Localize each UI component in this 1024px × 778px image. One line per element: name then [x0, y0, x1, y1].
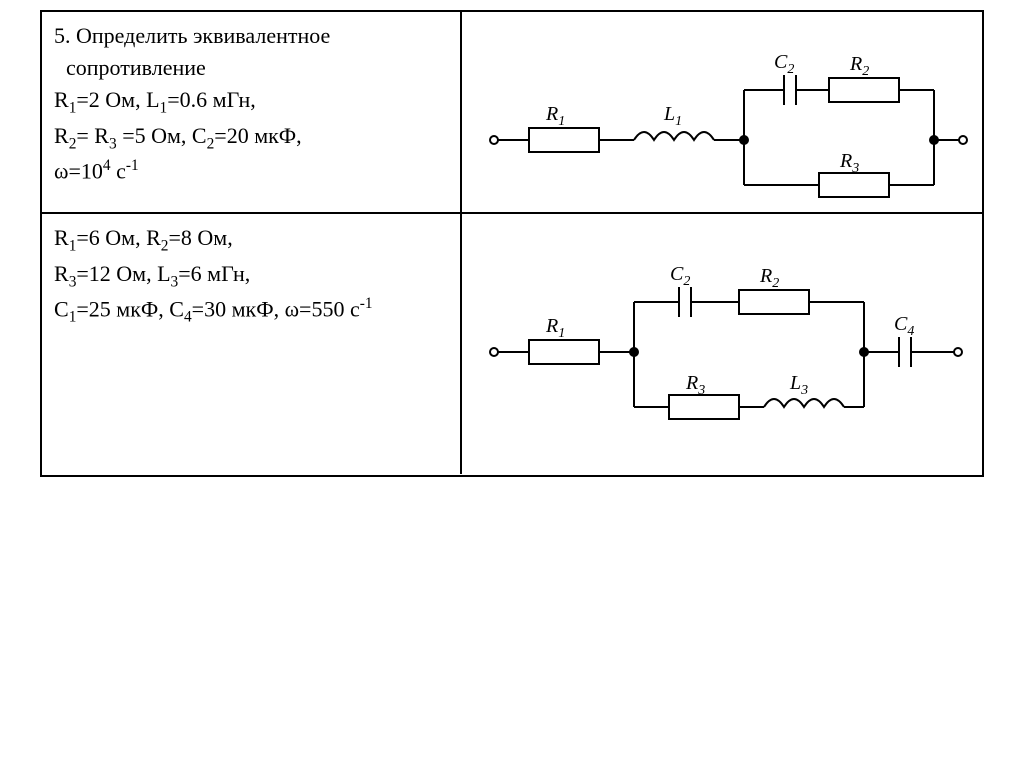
label-C4: C4	[894, 313, 914, 339]
label-L3: L3	[789, 372, 808, 398]
param-line: ω=104 c-1	[54, 155, 448, 187]
param-line: R2= R3 =5 Ом, C2=20 мкФ,	[54, 120, 448, 156]
table-row: R1=6 Ом, R2=8 Ом, R3=12 Ом, L3=6 мГн, C1…	[42, 214, 982, 475]
label-R1: R1	[545, 103, 565, 129]
title2: сопротивление	[66, 55, 206, 80]
label-L1: L1	[663, 103, 682, 129]
title: 5. Определить эквивалентное	[54, 23, 330, 48]
label-R1: R1	[545, 315, 565, 341]
label-C2: C2	[670, 263, 690, 289]
param-line: R3=12 Ом, L3=6 мГн,	[54, 258, 448, 294]
problem-text-cell: 5. Определить эквивалентное сопротивлени…	[42, 12, 462, 212]
table-row: 5. Определить эквивалентное сопротивлени…	[42, 12, 982, 214]
circuit-cell: R1 C2 R2 R3 L3 C4	[462, 214, 982, 475]
param-line: C1=25 мкФ, C4=30 мкФ, ω=550 c-1	[54, 293, 448, 329]
title-line2: сопротивление	[54, 52, 448, 84]
label-R2: R2	[849, 53, 869, 79]
circuit-cell: R1 L1 C2 R2 R3	[462, 12, 982, 212]
param-line: R1=6 Ом, R2=8 Ом,	[54, 222, 448, 258]
circuit-diagram-1: R1 L1 C2 R2 R3	[474, 20, 974, 210]
label-R2: R2	[759, 265, 779, 291]
title-line: 5. Определить эквивалентное	[54, 20, 448, 52]
circuit-diagram-2: R1 C2 R2 R3 L3 C4	[474, 222, 974, 462]
param-line: R1=2 Ом, L1=0.6 мГн,	[54, 84, 448, 120]
problem-table: 5. Определить эквивалентное сопротивлени…	[40, 10, 984, 477]
label-C2: C2	[774, 51, 794, 77]
problem-text-cell: R1=6 Ом, R2=8 Ом, R3=12 Ом, L3=6 мГн, C1…	[42, 214, 462, 474]
